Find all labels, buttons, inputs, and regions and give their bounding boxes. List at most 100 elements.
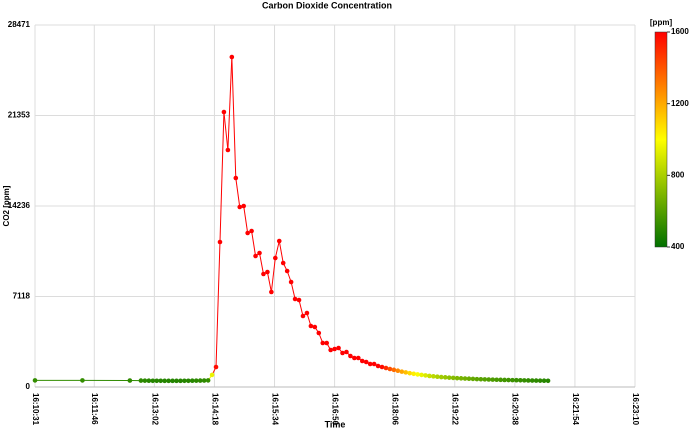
data-point	[332, 346, 337, 352]
x-axis-label: Time	[325, 419, 346, 429]
data-point	[158, 378, 163, 384]
data-point	[273, 255, 278, 261]
data-point	[269, 289, 274, 295]
data-point	[502, 377, 507, 383]
data-point	[340, 350, 345, 356]
data-point	[217, 239, 223, 245]
data-point	[387, 366, 393, 372]
y-tick-label: 7118	[13, 292, 31, 301]
data-point	[490, 377, 496, 382]
data-point	[221, 109, 227, 115]
data-point	[249, 228, 254, 234]
data-point	[328, 347, 333, 353]
data-point	[403, 370, 409, 375]
data-point	[442, 375, 448, 380]
colorbar	[654, 31, 668, 248]
data-point	[312, 324, 318, 330]
data-point	[379, 364, 385, 370]
data-point	[296, 297, 302, 303]
line-segment	[259, 252, 264, 275]
line-segment	[274, 240, 280, 259]
data-point	[446, 375, 452, 380]
data-point	[352, 355, 357, 361]
data-point	[348, 353, 353, 359]
data-point	[439, 374, 444, 380]
line-segment	[243, 205, 249, 234]
data-point	[201, 378, 207, 383]
data-point	[458, 376, 464, 381]
data-point	[80, 378, 85, 383]
x-tick-label: 16:11:46	[90, 393, 99, 425]
data-point	[213, 364, 219, 370]
line-segment	[219, 111, 225, 243]
data-point	[320, 340, 326, 346]
data-point	[525, 378, 531, 383]
line-segment	[215, 241, 221, 368]
line-segment	[227, 56, 233, 151]
data-point	[205, 378, 211, 383]
data-point	[197, 378, 203, 383]
data-point	[193, 378, 199, 383]
data-point	[466, 376, 472, 382]
x-tick-label: 16:18:06	[391, 393, 400, 426]
x-tick-label: 16:14:18	[210, 393, 219, 426]
data-point	[522, 378, 527, 383]
x-tick-label: 16:10:31	[31, 393, 40, 426]
data-point	[245, 230, 250, 236]
line-segment	[278, 240, 284, 264]
data-point	[142, 378, 148, 383]
line-segment	[290, 281, 296, 300]
data-point	[407, 370, 413, 376]
data-point	[498, 377, 503, 383]
data-point	[518, 377, 523, 383]
data-point	[209, 372, 215, 378]
data-point	[399, 369, 405, 374]
data-point	[415, 372, 420, 377]
data-point	[510, 377, 515, 383]
data-point	[533, 378, 539, 383]
colorbar-tick-label: 800	[671, 170, 685, 179]
data-point	[186, 378, 191, 384]
y-tick-label: 21353	[8, 111, 31, 120]
x-tick-label: 16:16:50	[330, 393, 339, 426]
line-segment	[235, 177, 241, 208]
data-point	[506, 377, 511, 383]
data-point	[478, 376, 484, 382]
colorbar-tick-label: 1200	[671, 99, 689, 108]
data-point	[359, 358, 365, 364]
data-point	[486, 377, 492, 382]
data-point	[529, 378, 535, 383]
data-point	[435, 374, 440, 380]
data-point	[233, 175, 239, 181]
data-point	[284, 268, 290, 274]
data-point	[470, 376, 476, 382]
data-point	[170, 378, 175, 384]
data-point	[288, 279, 294, 285]
colorbar-tick-label: 400	[671, 242, 685, 251]
data-point	[146, 378, 152, 384]
y-tick-label: 28471	[8, 20, 31, 29]
data-point	[391, 367, 397, 373]
data-point	[336, 345, 341, 351]
data-point	[280, 260, 286, 266]
data-point	[324, 340, 329, 346]
data-point	[253, 253, 258, 259]
data-point	[150, 378, 156, 384]
data-point	[494, 377, 499, 383]
data-point	[482, 377, 488, 382]
data-point	[162, 378, 167, 384]
data-point	[427, 373, 432, 379]
data-point	[138, 378, 144, 383]
line-segment	[298, 299, 304, 317]
data-point	[182, 378, 187, 384]
data-point	[300, 313, 306, 319]
data-point	[190, 378, 195, 384]
data-point	[237, 204, 243, 210]
data-point	[174, 378, 179, 384]
colorbar-label: [ppm]	[650, 18, 673, 27]
data-point	[367, 361, 373, 367]
data-point	[257, 250, 262, 256]
line-segment	[270, 257, 276, 293]
chart-title: Carbon Dioxide Concentration	[262, 0, 392, 10]
